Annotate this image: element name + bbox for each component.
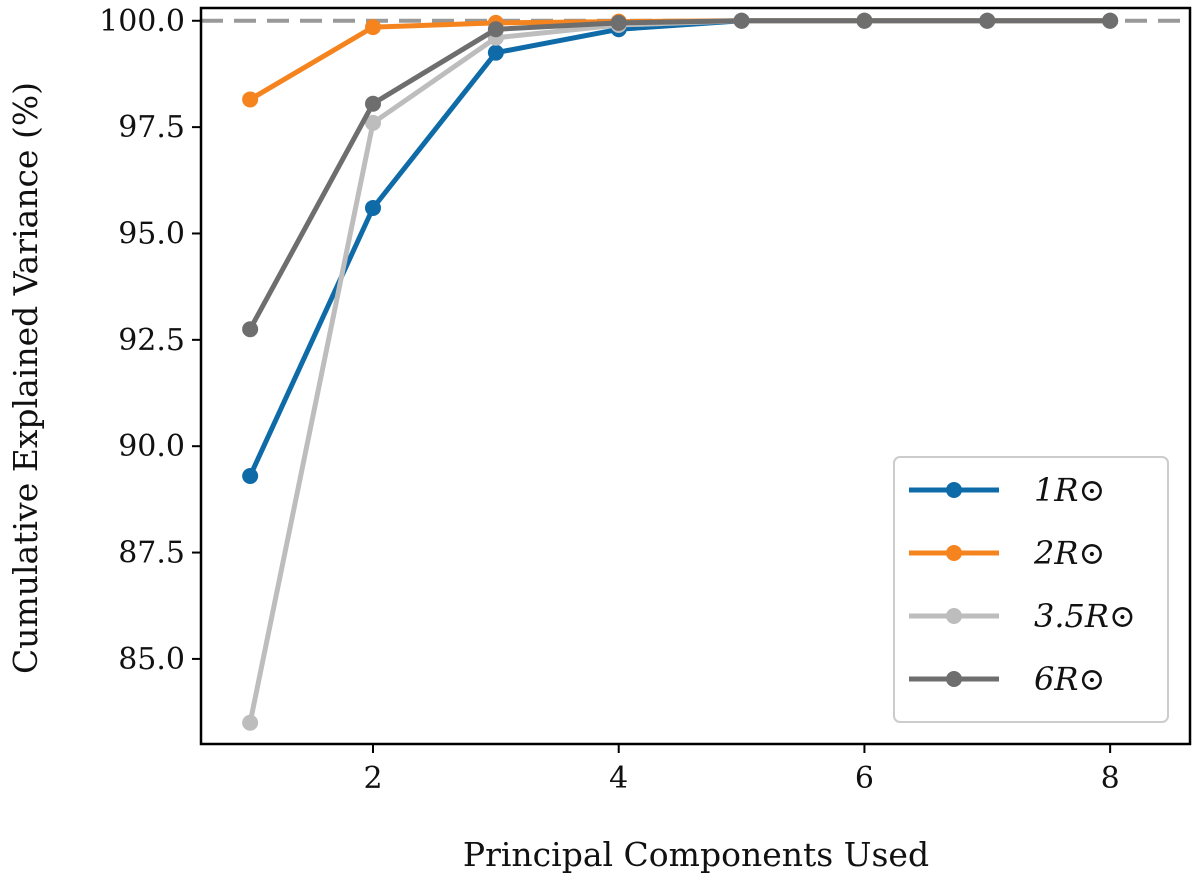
data-point bbox=[733, 12, 750, 29]
series-0 bbox=[242, 12, 1119, 484]
data-point bbox=[365, 19, 381, 36]
legend-entry: 6R⊙ bbox=[909, 660, 1105, 698]
y-axis-label: Cumulative Explained Variance (%) bbox=[6, 82, 45, 674]
x-tick-label: 6 bbox=[855, 761, 874, 796]
y-tick-label: 95.0 bbox=[118, 216, 185, 251]
data-point bbox=[487, 44, 504, 61]
series-line bbox=[248, 18, 1111, 102]
legend-label: 6R⊙ bbox=[1034, 660, 1105, 698]
legend: 1R⊙ 2R⊙ 3.5R⊙ 6R⊙ bbox=[893, 456, 1169, 723]
series-3 bbox=[242, 12, 1119, 338]
legend-swatch-marker bbox=[946, 545, 962, 561]
data-point bbox=[1102, 12, 1119, 29]
legend-label: 2R⊙ bbox=[1033, 534, 1105, 572]
data-point bbox=[856, 12, 873, 29]
legend-label: 3.5R⊙ bbox=[1034, 597, 1136, 635]
y-tick-label: 90.0 bbox=[118, 429, 185, 464]
y-tick-label: 85.0 bbox=[118, 642, 185, 677]
data-point bbox=[242, 714, 259, 731]
y-axis-ticks: 85.0 87.5 90.0 92.5 95.0 97.5 100.0 bbox=[99, 4, 201, 677]
legend-swatch-marker bbox=[946, 671, 962, 687]
legend-entry: 2R⊙ bbox=[909, 534, 1105, 572]
plot-area bbox=[199, 6, 1192, 746]
data-point bbox=[242, 467, 259, 484]
data-point bbox=[242, 91, 259, 108]
x-tick-label: 2 bbox=[363, 761, 382, 796]
plot-frame bbox=[199, 6, 1192, 746]
data-point bbox=[365, 199, 381, 216]
series-line bbox=[247, 18, 1111, 331]
data-point bbox=[610, 14, 627, 31]
series-line bbox=[247, 18, 1111, 478]
legend-swatch-marker bbox=[946, 482, 962, 498]
legend-swatch-marker bbox=[946, 608, 962, 624]
y-tick-label: 92.5 bbox=[118, 323, 185, 358]
x-tick-label: 4 bbox=[609, 761, 628, 796]
legend-entry: 3.5R⊙ bbox=[909, 597, 1136, 635]
x-axis-ticks: 2 4 6 8 bbox=[363, 744, 1120, 796]
data-point bbox=[487, 21, 504, 38]
x-axis-label: Principal Components Used bbox=[463, 835, 929, 874]
data-point bbox=[365, 95, 381, 112]
data-point bbox=[979, 12, 996, 29]
legend-box bbox=[893, 456, 1169, 723]
y-tick-label: 87.5 bbox=[118, 536, 185, 571]
x-tick-label: 8 bbox=[1101, 761, 1120, 796]
data-point bbox=[242, 321, 259, 338]
legend-entry: 1R⊙ bbox=[909, 471, 1105, 509]
y-tick-label: 97.5 bbox=[118, 110, 185, 145]
data-point bbox=[365, 114, 381, 131]
y-tick-label: 100.0 bbox=[99, 4, 185, 39]
legend-label: 1R⊙ bbox=[1034, 471, 1105, 509]
